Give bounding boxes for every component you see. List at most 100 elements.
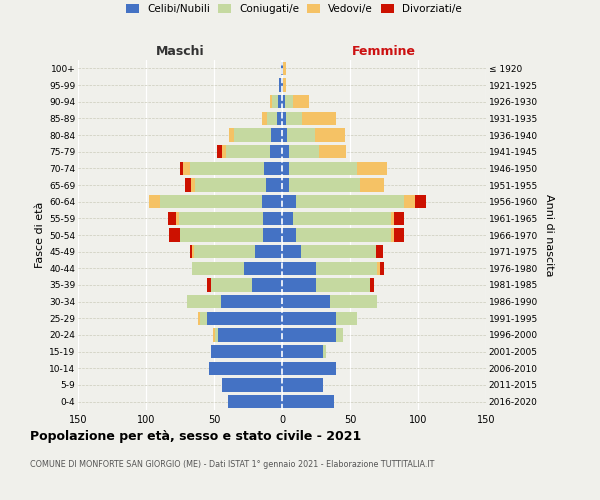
Bar [323,345,326,358]
Bar [252,278,282,291]
Bar [282,395,334,408]
Bar [281,62,282,75]
Bar [194,245,255,258]
Bar [293,212,391,225]
Bar [329,295,377,308]
Bar [337,328,343,342]
Bar [287,128,314,141]
Bar [149,195,160,208]
Bar [270,145,282,158]
Bar [271,128,282,141]
Bar [376,245,383,258]
Bar [187,295,221,308]
Bar [359,178,384,192]
Bar [282,245,301,258]
Bar [244,262,282,275]
Bar [394,228,404,241]
Bar [221,295,282,308]
Bar [192,262,244,275]
Bar [282,312,337,325]
Bar [263,228,282,241]
Bar [183,162,190,175]
Text: Maschi: Maschi [155,46,205,59]
Bar [302,112,337,125]
Bar [296,228,391,241]
Bar [282,162,289,175]
Bar [191,178,195,192]
Bar [370,278,374,291]
Bar [262,112,267,125]
Bar [272,95,278,108]
Bar [289,145,319,158]
Bar [179,212,263,225]
Bar [282,212,293,225]
Bar [218,328,282,342]
Bar [282,145,289,158]
Bar [255,245,282,258]
Bar [380,262,384,275]
Bar [180,162,183,175]
Bar [282,228,296,241]
Bar [282,112,286,125]
Bar [282,62,283,75]
Bar [282,328,337,342]
Bar [169,228,180,241]
Bar [415,195,426,208]
Bar [289,178,359,192]
Bar [217,145,222,158]
Bar [270,95,272,108]
Bar [192,245,194,258]
Bar [301,245,376,258]
Bar [211,345,282,358]
Bar [160,195,262,208]
Bar [282,178,289,192]
Bar [282,378,323,392]
Bar [209,362,282,375]
Bar [226,145,270,158]
Bar [235,128,271,141]
Bar [279,78,282,92]
Bar [282,78,283,92]
Bar [282,262,316,275]
Bar [283,78,286,92]
Bar [316,262,377,275]
Text: Femmine: Femmine [352,46,416,59]
Bar [282,278,316,291]
Bar [267,112,277,125]
Bar [229,128,235,141]
Bar [286,112,302,125]
Bar [263,212,282,225]
Bar [207,278,211,291]
Bar [200,312,207,325]
Bar [197,312,200,325]
Legend: Celibi/Nubili, Coniugati/e, Vedovi/e, Divorziati/e: Celibi/Nubili, Coniugati/e, Vedovi/e, Di… [122,0,466,18]
Bar [289,162,357,175]
Bar [227,395,282,408]
Bar [212,328,215,342]
Bar [215,328,218,342]
Bar [190,245,192,258]
Bar [277,112,282,125]
Bar [207,312,282,325]
Bar [337,312,357,325]
Bar [391,228,394,241]
Bar [283,62,286,75]
Bar [296,195,404,208]
Bar [316,278,370,291]
Bar [319,145,346,158]
Text: COMUNE DI MONFORTE SAN GIORGIO (ME) - Dati ISTAT 1° gennaio 2021 - Elaborazione : COMUNE DI MONFORTE SAN GIORGIO (ME) - Da… [30,460,434,469]
Text: Popolazione per età, sesso e stato civile - 2021: Popolazione per età, sesso e stato civil… [30,430,361,443]
Bar [222,378,282,392]
Bar [282,362,337,375]
Bar [176,212,179,225]
Y-axis label: Anni di nascita: Anni di nascita [544,194,554,276]
Bar [394,212,404,225]
Bar [180,228,263,241]
Bar [195,178,266,192]
Y-axis label: Fasce di età: Fasce di età [35,202,45,268]
Bar [282,128,287,141]
Bar [314,128,344,141]
Bar [265,162,282,175]
Bar [377,262,380,275]
Bar [190,162,265,175]
